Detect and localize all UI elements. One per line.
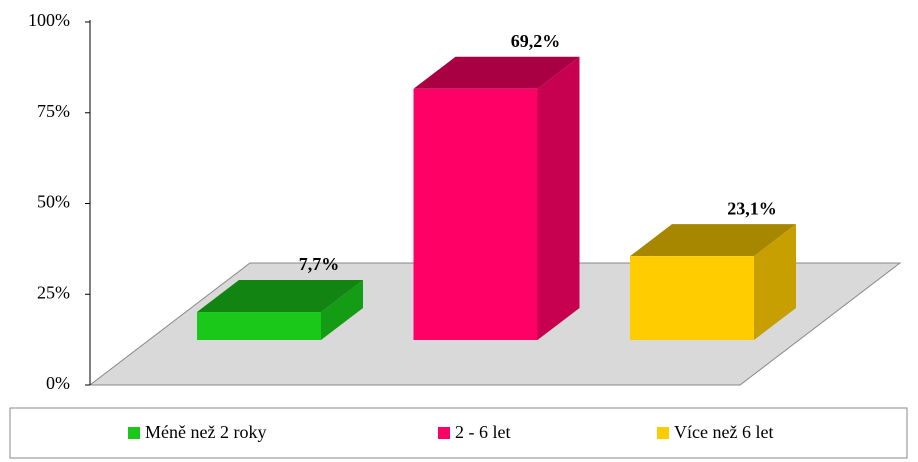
legend-box: [9, 407, 908, 459]
legend-swatch: [438, 427, 450, 439]
bar-top: [630, 224, 796, 257]
bar-top: [197, 280, 363, 313]
y-tick-label: 25%: [37, 282, 70, 302]
y-tick-label: 100%: [28, 10, 70, 30]
bar-top: [413, 56, 580, 89]
legend-label: Méně než 2 roky: [145, 422, 266, 442]
legend-label: 2 - 6 let: [455, 422, 511, 442]
bar: [197, 312, 321, 340]
value-label: 69,2%: [511, 31, 561, 51]
y-tick-label: 75%: [37, 101, 70, 121]
legend-swatch: [657, 427, 669, 439]
y-tick-label: 0%: [46, 373, 70, 393]
bar: [413, 88, 538, 340]
value-label: 23,1%: [727, 198, 777, 218]
bar-side: [754, 224, 796, 340]
legend-swatch: [128, 427, 140, 439]
bar-side: [321, 280, 363, 340]
legend-label: Více než 6 let: [674, 422, 773, 442]
y-tick-label: 50%: [37, 192, 70, 212]
value-label: 7,7%: [299, 254, 340, 274]
bar-side: [537, 56, 580, 340]
bar: [630, 256, 754, 340]
